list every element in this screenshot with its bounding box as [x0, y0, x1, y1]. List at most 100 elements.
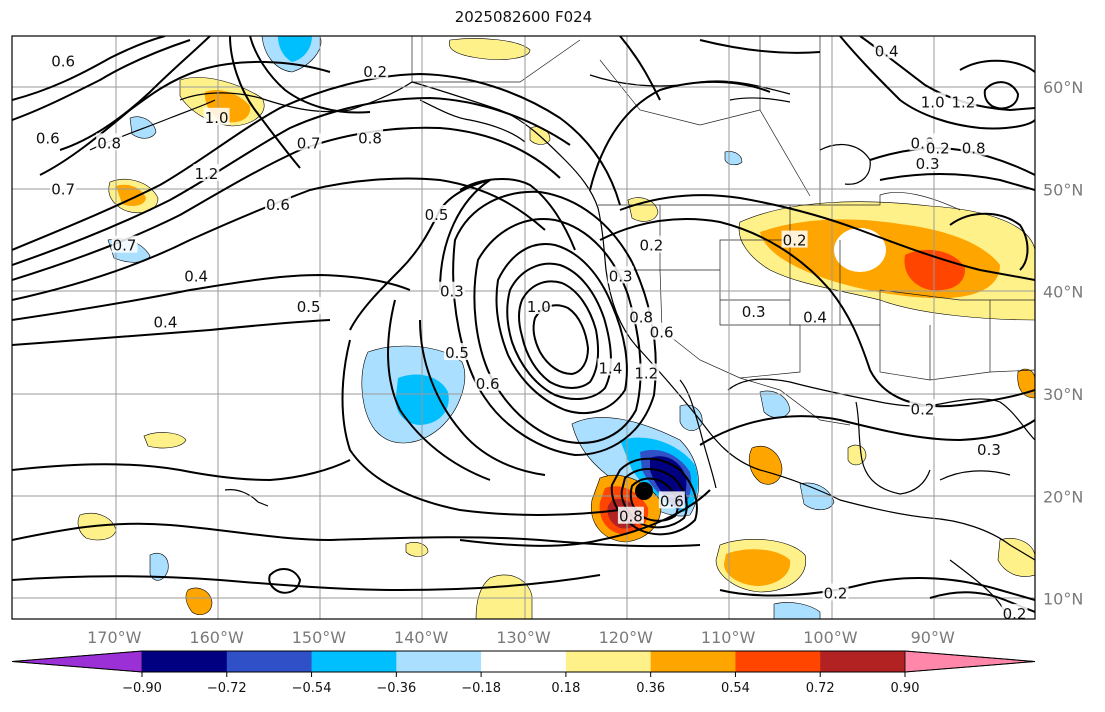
colorbar-tick-label: −0.36 — [376, 681, 416, 696]
lat-tick-label: 60°N — [1043, 78, 1083, 97]
contour-label-bg — [111, 235, 138, 253]
contour-label: 0.2 — [926, 140, 950, 158]
colorbar-tick-label: −0.90 — [122, 681, 162, 696]
lon-tick-label: 150°W — [292, 628, 347, 647]
contour-label: 0.8 — [358, 129, 382, 147]
contour-label-bg — [607, 266, 634, 284]
contour-label: 0.7 — [51, 180, 75, 198]
contour-label: 0.8 — [619, 508, 643, 526]
negative-shading — [773, 602, 821, 619]
contour-label: 0.2 — [1003, 605, 1027, 623]
positive-shading — [904, 249, 966, 291]
contour-label-bg — [295, 297, 322, 315]
contour-label-bg — [658, 491, 685, 509]
contour-label: 0.5 — [425, 206, 449, 224]
colorbar-tick-label: 0.72 — [806, 681, 835, 696]
contour-label-bg — [648, 322, 675, 340]
contour-label: 1.2 — [194, 165, 218, 183]
lat-tick-label: 10°N — [1043, 590, 1083, 609]
positive-shading — [847, 444, 867, 466]
contour-label-bg — [50, 51, 77, 69]
contour-label-bg — [633, 363, 660, 381]
map-panel: 0.60.20.40.6 0.81.00.71.20.7 0.80.60.50.70… — [12, 36, 1035, 623]
latitude-tick-labels: 60°N 50°N 40°N 30°N 20°N 10°N — [1043, 78, 1083, 608]
map-title: 2025082600 F024 — [454, 8, 593, 26]
contour-label: 0.4 — [803, 308, 827, 326]
lon-tick-label: 140°W — [394, 628, 449, 647]
contour-label: 0.5 — [445, 344, 469, 362]
colorbar-bin — [396, 651, 482, 672]
lon-tick-label: 130°W — [496, 628, 551, 647]
colorbar-tick-label: 0.36 — [636, 681, 665, 696]
lon-tick-label: 160°W — [189, 628, 244, 647]
contour-label: 0.3 — [916, 155, 940, 173]
contour-label: 1.2 — [951, 93, 975, 111]
contour-label-bg — [873, 41, 900, 59]
colorbar-bin — [820, 651, 906, 672]
contour-label-bg — [924, 138, 951, 156]
contour-label: 0.8 — [962, 140, 986, 158]
positive-shading — [834, 228, 886, 272]
contour-label-bg — [50, 179, 77, 197]
contour-label-bg — [919, 92, 946, 110]
contour-label-bg — [34, 128, 61, 146]
contour-label-bg — [444, 343, 471, 361]
positive-shading — [143, 432, 187, 449]
lon-tick-label: 120°W — [599, 628, 654, 647]
contour-label: 0.6 — [266, 196, 290, 214]
negative-shading — [679, 404, 703, 431]
contour-label: 0.5 — [297, 298, 321, 316]
contour-label-bg — [295, 133, 322, 151]
map-frame — [11, 35, 1036, 620]
negative-shading — [149, 552, 169, 581]
negative-shading — [278, 36, 312, 62]
colorbar: −0.90 −0.72 −0.54 −0.36 −0.18 0.18 0.36 0.54 0.7… — [11, 650, 1036, 696]
contour-label-bg — [96, 133, 123, 151]
contour-label-bg — [914, 153, 941, 171]
lat-tick-label: 50°N — [1043, 180, 1083, 199]
contour-label-bg — [822, 583, 849, 601]
contour-label-bg — [423, 204, 450, 222]
contour-label: 1.2 — [634, 365, 658, 383]
positive-shading — [448, 38, 531, 60]
contour-label: 0.6 — [660, 492, 684, 510]
contour-label-bg — [638, 235, 665, 253]
contour-label: 0.8 — [629, 308, 653, 326]
lat-tick-label: 30°N — [1043, 385, 1083, 404]
contour-label: 1.0 — [921, 93, 945, 111]
contour-label-bg — [909, 399, 936, 417]
contour-label: 0.3 — [440, 283, 464, 301]
contour-label-bg — [628, 307, 655, 325]
contour-label: 0.2 — [639, 237, 663, 255]
positive-shading — [627, 197, 659, 222]
contour-label: 0.2 — [783, 232, 807, 250]
contour-label: 0.6 — [36, 129, 60, 147]
contour-label: 0.4 — [154, 313, 178, 331]
colorbar-bin — [565, 651, 652, 672]
colorbar-over-triangle — [904, 650, 1036, 673]
colorbar-bin — [226, 651, 313, 672]
contour-label-bg — [357, 128, 384, 146]
colorbar-tick-label: −0.18 — [461, 681, 501, 696]
contour-label: 0.8 — [97, 134, 121, 152]
colorbar-tick-label: −0.72 — [207, 681, 247, 696]
storm-center-marker — [635, 482, 653, 500]
contour-label: 0.4 — [875, 42, 899, 60]
lat-tick-label: 20°N — [1043, 487, 1083, 506]
lon-tick-label: 90°W — [911, 628, 955, 647]
colorbar-bin — [735, 651, 821, 672]
contour-label-bg — [975, 440, 1002, 458]
contour-label-bg — [152, 312, 179, 330]
colorbar-tick-label: −0.54 — [292, 681, 332, 696]
positive-shading — [724, 549, 791, 586]
contour-label-bg — [597, 358, 624, 376]
contour-label-bg — [617, 506, 644, 524]
contour-label-bg — [438, 281, 465, 299]
positive-shading — [116, 184, 146, 206]
contour-label-bg — [740, 302, 767, 320]
contour-labels: 0.60.20.40.6 0.81.00.71.20.7 0.80.60.50.70… — [34, 41, 1028, 623]
positive-shading — [997, 538, 1035, 577]
contour-label: 0.6 — [476, 375, 500, 393]
lon-tick-label: 170°W — [87, 628, 142, 647]
